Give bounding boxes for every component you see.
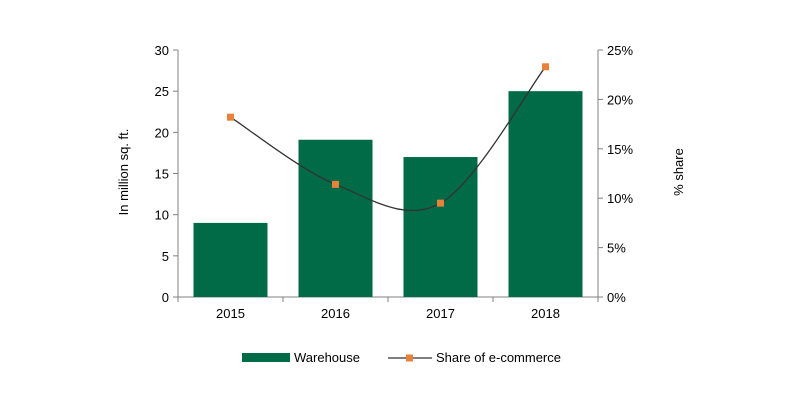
bar [403, 157, 478, 297]
legend: Warehouse Share of e-commerce [242, 350, 561, 365]
legend-warehouse-label: Warehouse [294, 350, 360, 365]
tick-labels: 0 5 10 15 20 25 30 0% 5% 10% 15% 20% 25% 2015 2016 2017… [155, 43, 634, 321]
y-tick-label: 10 [155, 208, 169, 223]
legend-share-marker [406, 354, 413, 362]
y-tick-label: 20 [155, 125, 169, 140]
axis-labels: In million sq. ft. % share [116, 129, 686, 216]
legend-warehouse-swatch [242, 353, 290, 362]
bar-series [193, 91, 583, 298]
line-series [227, 63, 549, 212]
share-marker [332, 180, 339, 188]
y-tick-label: 30 [155, 43, 169, 58]
bar [193, 222, 268, 297]
x-tick-label: 2015 [216, 306, 245, 321]
legend-share-label: Share of e-commerce [436, 350, 561, 365]
share-marker [542, 63, 549, 71]
x-tick-label: 2016 [321, 306, 350, 321]
y-tick-label: 15 [155, 167, 169, 182]
y-tick-label: 0 [162, 290, 169, 305]
y2-axis-label: % share [671, 148, 686, 196]
x-tick-label: 2018 [531, 306, 560, 321]
y2-tick-label: 25% [607, 43, 633, 58]
y-axis-label: In million sq. ft. [116, 129, 131, 216]
bar [508, 91, 583, 298]
y2-tick-label: 5% [607, 241, 626, 256]
y2-tick-label: 10% [607, 191, 633, 206]
y2-tick-label: 15% [607, 142, 633, 157]
y-tick-label: 5 [162, 249, 169, 264]
x-tick-label: 2017 [426, 306, 455, 321]
share-marker [437, 199, 444, 207]
share-marker [227, 113, 234, 121]
y-tick-label: 25 [155, 84, 169, 99]
y2-tick-label: 0% [607, 290, 626, 305]
y2-tick-label: 20% [607, 92, 633, 107]
bar [298, 139, 373, 297]
share-line [230, 66, 547, 212]
